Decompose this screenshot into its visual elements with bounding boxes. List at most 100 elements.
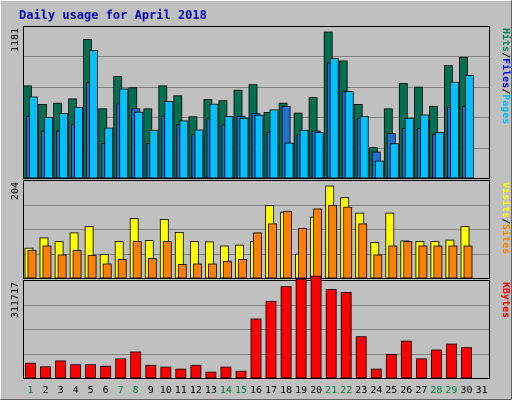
- x-tick-label-day-12: 12: [190, 385, 202, 396]
- x-tick-label-day-4: 4: [73, 385, 79, 396]
- bar-kbytes-kbytes-day-24: [370, 368, 382, 379]
- axis-title-hits: Hits: [500, 28, 512, 52]
- bar-sites-sites-day-9: [147, 258, 157, 279]
- bar-kbytes-kbytes-day-13: [205, 371, 217, 379]
- bar-sites-sites-day-3: [57, 254, 67, 279]
- bar-kbytes-kbytes-day-21: [325, 289, 337, 379]
- x-tick-label-day-1: 1: [27, 385, 33, 396]
- bar-kbytes-kbytes-day-10: [160, 366, 172, 379]
- bar-kbytes-kbytes-day-4: [70, 364, 81, 379]
- axis-title-pages: Pages: [500, 94, 511, 124]
- bar-kbytes-kbytes-day-8: [130, 351, 142, 379]
- x-tick-label-day-10: 10: [160, 385, 172, 396]
- bar-sites-sites-day-12: [192, 263, 202, 279]
- x-tick-label-day-2: 2: [42, 385, 48, 396]
- bar-hits-pages-day-21: [329, 58, 339, 179]
- bar-kbytes-kbytes-day-15: [235, 370, 247, 379]
- bar-sites-sites-day-7: [117, 259, 127, 279]
- bar-sites-sites-day-25: [388, 245, 398, 279]
- bar-kbytes-kbytes-day-19: [295, 278, 307, 379]
- x-tick-label-day-19: 19: [295, 385, 307, 396]
- panel-hits-ymax-label: 1181: [10, 28, 21, 52]
- bar-kbytes-kbytes-day-14: [220, 366, 232, 379]
- bar-sites-sites-day-29: [448, 245, 458, 279]
- bar-sites-sites-day-18: [283, 210, 293, 279]
- panel-kbytes: 311717 KBytes: [10, 275, 511, 379]
- x-tick-label-day-23: 23: [355, 385, 367, 396]
- bar-kbytes-kbytes-day-7: [115, 358, 127, 379]
- bar-sites-sites-day-8: [132, 241, 142, 279]
- x-tick-label-day-22: 22: [340, 385, 352, 396]
- bar-sites-sites-day-26: [403, 241, 413, 279]
- axis-title-files: Files: [500, 58, 512, 88]
- x-tick-label-day-18: 18: [280, 385, 292, 396]
- bar-hits-pages-day-11: [179, 120, 189, 179]
- x-tick-label-day-30: 30: [460, 385, 472, 396]
- bar-kbytes-kbytes-day-23: [355, 336, 367, 379]
- bar-kbytes-kbytes-day-2: [40, 366, 51, 379]
- bar-sites-sites-day-14: [222, 260, 232, 279]
- bar-sites-sites-day-28: [433, 245, 443, 279]
- bar-hits-pages-day-4: [74, 106, 83, 179]
- x-tick-label-day-25: 25: [385, 385, 397, 396]
- x-tick-label-day-11: 11: [175, 385, 187, 396]
- bar-sites-sites-day-13: [207, 263, 217, 279]
- bar-sites-sites-day-6: [102, 263, 112, 279]
- chart-title: Daily usage for April 2018: [19, 8, 207, 22]
- x-tick-label-day-28: 28: [430, 385, 442, 396]
- bar-hits-pages-day-23: [359, 116, 369, 179]
- bar-hits-pages-day-2: [44, 117, 53, 179]
- bar-kbytes-kbytes-day-16: [250, 318, 262, 379]
- bar-hits-pages-day-14: [224, 116, 234, 179]
- bar-sites-sites-day-20: [313, 208, 323, 279]
- bar-hits-pages-day-18: [284, 142, 294, 179]
- bar-sites-sites-day-23: [358, 223, 368, 279]
- bar-hits-pages-day-24: [374, 160, 384, 179]
- bar-sites-sites-day-22: [343, 206, 353, 279]
- bar-hits-pages-day-29: [449, 81, 459, 179]
- axis-title-separator: /: [500, 52, 511, 58]
- bar-hits-pages-day-12: [194, 129, 204, 179]
- bar-hits-pages-day-27: [419, 114, 429, 179]
- bar-sites-sites-day-2: [42, 245, 52, 279]
- bar-hits-pages-day-25: [389, 143, 399, 179]
- bar-hits-pages-day-1: [29, 96, 38, 179]
- bar-hits-pages-day-10: [164, 101, 174, 179]
- x-tick-label-day-20: 20: [310, 385, 322, 396]
- x-tick-label-day-7: 7: [118, 385, 124, 396]
- x-tick-label-day-6: 6: [103, 385, 109, 396]
- bar-kbytes-kbytes-day-27: [415, 358, 427, 379]
- axis-title-separator: /: [500, 88, 511, 94]
- bar-kbytes-kbytes-day-1: [25, 362, 36, 379]
- bar-hits-pages-day-8: [134, 111, 144, 179]
- x-tick-label-day-5: 5: [88, 385, 94, 396]
- bar-kbytes-kbytes-day-18: [280, 286, 292, 379]
- axis-title-separator: /: [500, 218, 511, 224]
- bar-hits-pages-day-26: [404, 117, 414, 179]
- x-tick-label-day-15: 15: [235, 385, 247, 396]
- bar-sites-sites-day-24: [373, 254, 383, 279]
- bar-hits-pages-day-6: [104, 127, 114, 179]
- panel-sites-ymax-label: 204: [10, 182, 21, 200]
- bar-kbytes-kbytes-day-29: [445, 343, 457, 379]
- bar-hits-pages-day-7: [119, 88, 129, 179]
- bar-kbytes-kbytes-day-5: [85, 364, 96, 379]
- panel-kbytes-axis-title: KBytes: [500, 282, 511, 318]
- bar-hits-pages-day-15: [239, 117, 249, 179]
- bar-kbytes-kbytes-day-26: [400, 340, 412, 379]
- bar-sites-sites-day-27: [418, 245, 428, 279]
- bar-kbytes-kbytes-day-30: [461, 347, 472, 379]
- bar-hits-pages-day-13: [209, 103, 219, 179]
- x-tick-label-day-26: 26: [400, 385, 412, 396]
- bar-kbytes-kbytes-day-11: [175, 368, 187, 379]
- panel-kbytes-ymax-label: 311717: [10, 282, 21, 318]
- panel-sites-axis-title: Visits/Sites: [500, 182, 512, 254]
- bar-hits-pages-day-22: [344, 91, 354, 179]
- bar-sites-sites-day-30: [463, 245, 473, 279]
- x-tick-label-day-16: 16: [250, 385, 262, 396]
- bar-kbytes-kbytes-day-9: [145, 364, 157, 379]
- bar-hits-pages-day-20: [314, 132, 324, 179]
- x-tick-label-day-8: 8: [133, 385, 139, 396]
